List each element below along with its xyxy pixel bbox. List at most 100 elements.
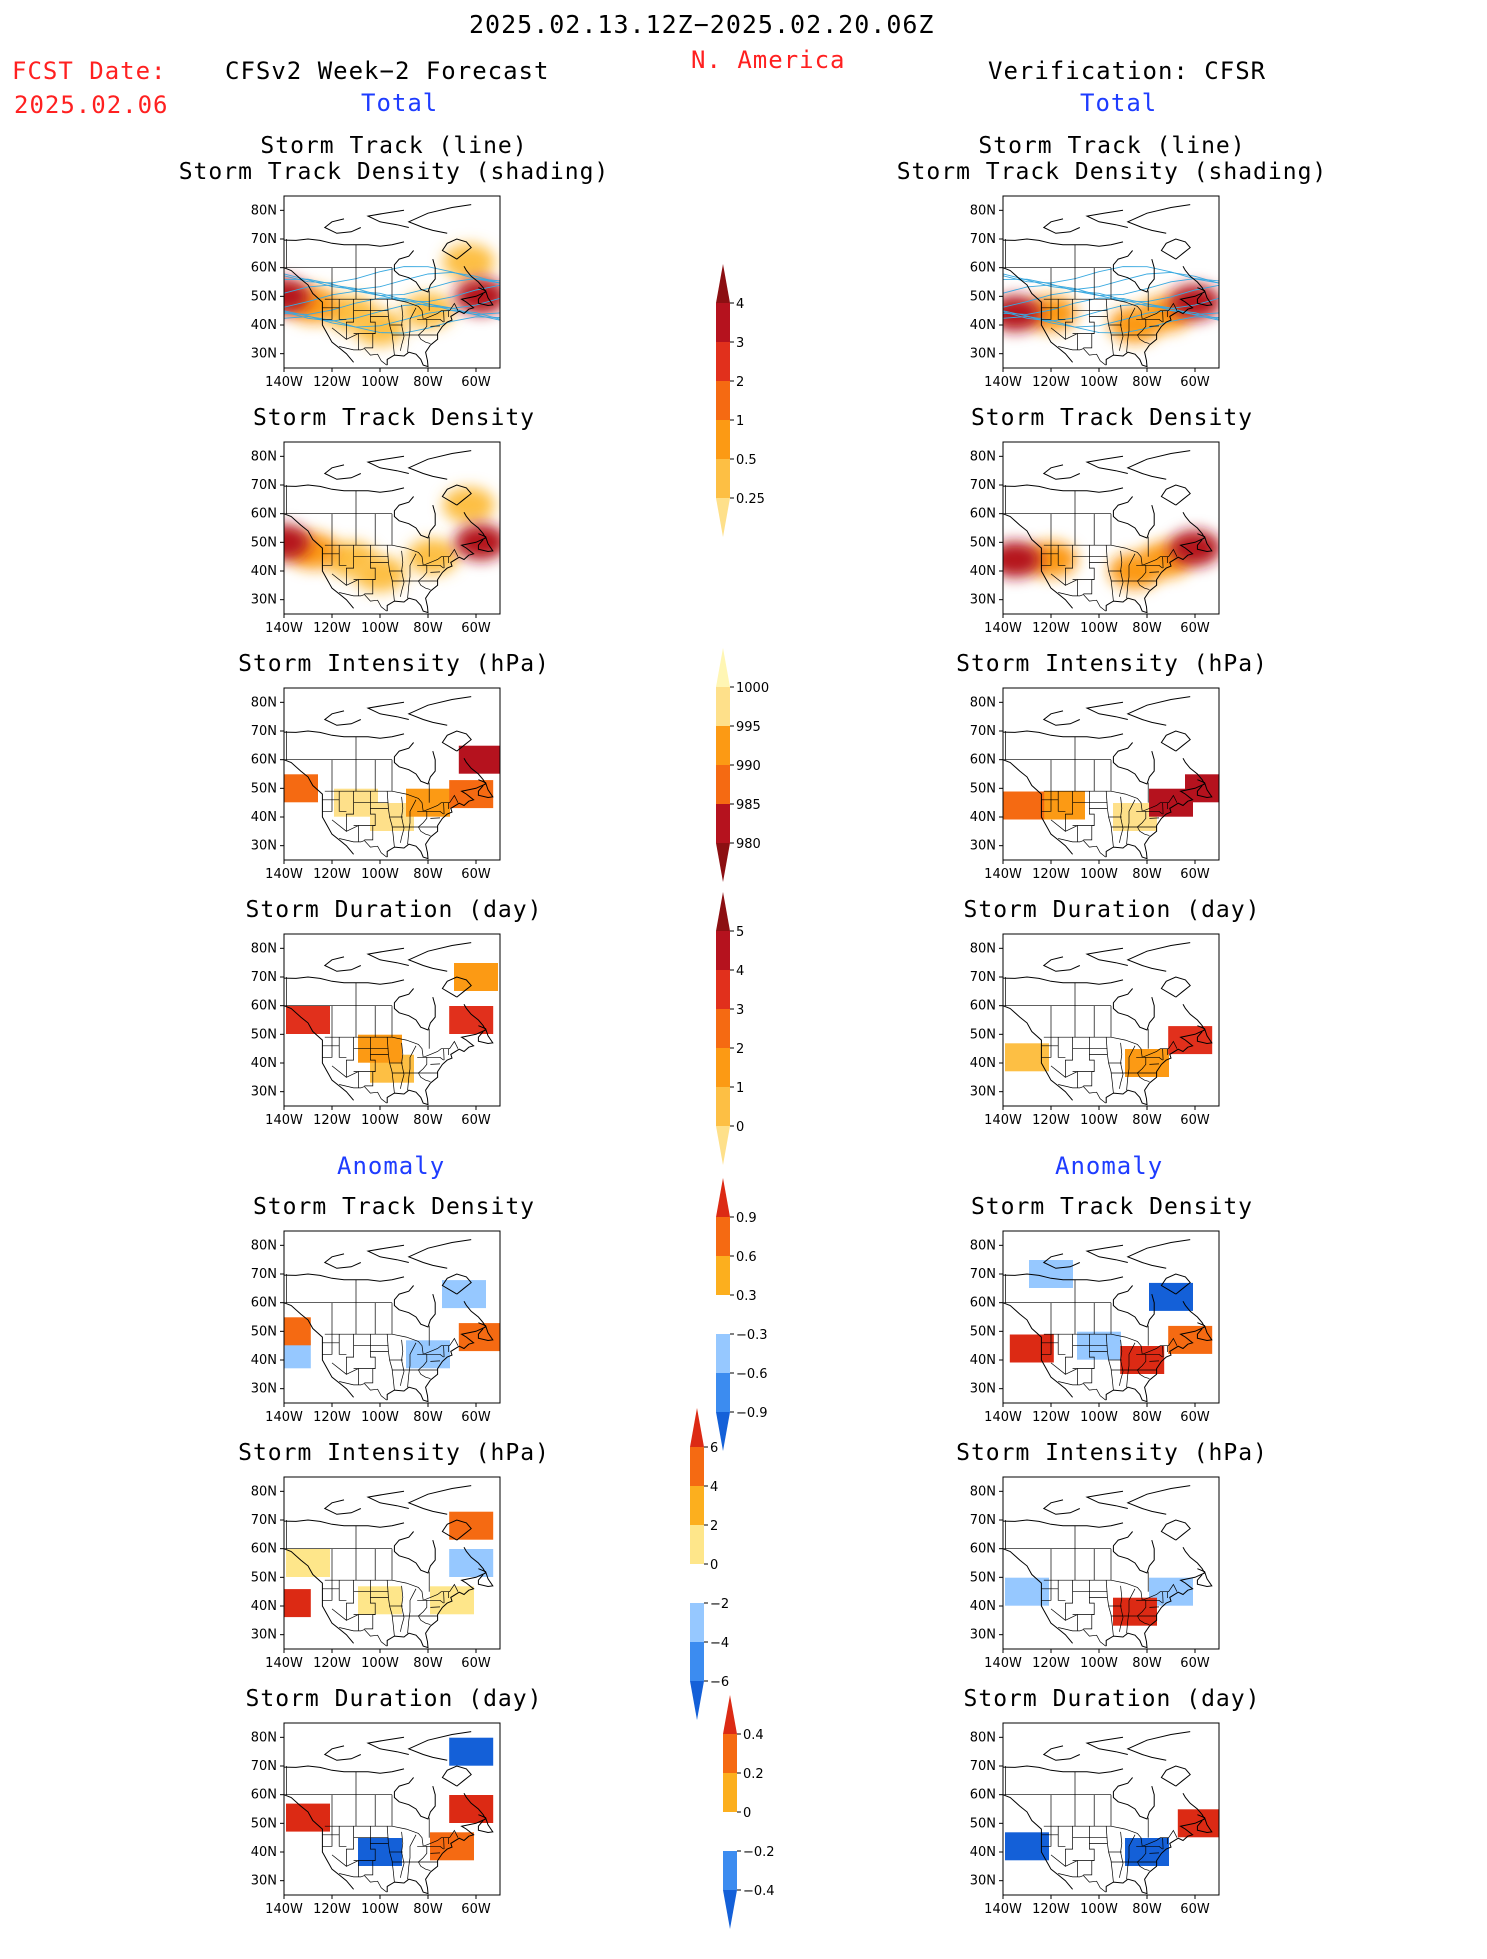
lat-tick-label: 80N (970, 941, 996, 956)
colorbar-label: 1 (736, 414, 744, 429)
boundary-2 (346, 1826, 359, 1877)
fcst-date-label: FCST Date: (12, 57, 167, 85)
boundary-14 (331, 573, 347, 586)
lon-tick-label: 140W (984, 1113, 1022, 1128)
boundary-9 (1057, 1826, 1066, 1847)
lat-tick-label: 50N (251, 1816, 277, 1831)
lat-tick-label: 60N (970, 1788, 996, 1803)
boundary-1 (339, 592, 387, 612)
map-svg: 140W 120W 100W 80W 60W 80N 70N 60N 50N 40N 30N (970, 687, 1220, 882)
coastline-0 (284, 1548, 354, 1644)
lat-tick-label: 80N (970, 1730, 996, 1745)
boundary-20 (443, 556, 445, 569)
coastline-6 (366, 1736, 409, 1755)
verification-column-title: Verification: CFSR (988, 57, 1267, 85)
lon-tick-label: 140W (984, 867, 1022, 882)
boundary-3 (1083, 1826, 1095, 1876)
colorbar-segment-5 (690, 1603, 704, 1642)
boundary-2 (1065, 299, 1078, 350)
coastline-5 (407, 450, 472, 480)
lon-tick-label: 120W (313, 621, 351, 636)
coastline-2 (393, 1531, 436, 1574)
lat-tick-label: 50N (970, 289, 996, 304)
lat-tick-label: 30N (970, 839, 996, 854)
lon-tick-label: 80W (1132, 375, 1162, 390)
boundary-9 (1057, 299, 1066, 320)
boundary-4 (386, 1037, 395, 1094)
coastline-4 (477, 287, 494, 307)
boundary-18 (430, 325, 441, 327)
boundary-6 (1126, 1834, 1136, 1880)
lat-tick-label: 70N (970, 1267, 996, 1282)
colorbar-label: 0 (736, 1120, 744, 1135)
boundary-18 (1149, 1606, 1160, 1608)
boundary-3 (364, 1037, 376, 1087)
lat-tick-label: 50N (251, 1324, 277, 1339)
coastline-0 (1003, 1005, 1073, 1101)
boundary-20 (1162, 556, 1164, 569)
boundary-1 (339, 1627, 387, 1647)
boundary-9 (338, 1334, 347, 1355)
lat-tick-label: 60N (251, 1542, 277, 1557)
boundary-19 (426, 318, 444, 323)
colorbar-label: 0.9 (736, 1211, 757, 1226)
boundary-0 (324, 1333, 459, 1355)
colorbar-segment-7 (690, 1681, 704, 1720)
lon-tick-label: 80W (1132, 1410, 1162, 1425)
lat-tick-label: 60N (970, 1542, 996, 1557)
boundary-5 (1119, 796, 1124, 843)
coastline-7 (323, 464, 362, 480)
shade-cell-3 (449, 1549, 494, 1577)
coastline-6 (366, 209, 409, 228)
colorbar-density-anom: 0.9 0.6 0.3 −0.3 −0.6 −0.9 (716, 1178, 796, 1481)
boundary-2 (1065, 791, 1078, 842)
coastline-0 (284, 267, 354, 363)
lon-tick-label: 140W (265, 1113, 303, 1128)
vf-intensity-anom-title: Storm Intensity (hPa) (956, 1440, 1268, 1466)
boundary-1 (339, 1381, 387, 1401)
boundary-8 (322, 791, 333, 812)
boundary-0 (1043, 1333, 1178, 1355)
lon-tick-label: 60W (1180, 1902, 1210, 1917)
shade-cell-5 (284, 524, 310, 561)
boundary-20 (443, 1591, 445, 1604)
lat-tick-label: 80N (970, 203, 996, 218)
coastline-7 (323, 710, 362, 726)
coastline-4 (477, 1814, 494, 1834)
shade-cell-4 (284, 1317, 311, 1346)
lon-tick-label: 100W (1080, 1410, 1118, 1425)
shade-cell-3 (1003, 541, 1041, 578)
lat-tick-label: 40N (251, 810, 277, 825)
lon-tick-label: 140W (984, 1902, 1022, 1917)
lat-tick-label: 70N (970, 1513, 996, 1528)
lat-tick-label: 60N (970, 261, 996, 276)
boundary-14 (331, 819, 347, 832)
colorbar-segment-5 (716, 1373, 730, 1412)
lon-tick-label: 140W (265, 867, 303, 882)
boundary-8 (1041, 1580, 1052, 1601)
map-panel-fc-duration-anom: 140W 120W 100W 80W 60W 80N 70N 60N 50N 40N 30N (251, 1722, 501, 1917)
boundary-5 (1119, 1339, 1124, 1386)
coastline-3 (1003, 1765, 1124, 1774)
boundary-5 (1119, 1585, 1124, 1632)
colorbar-segment-6 (716, 1412, 730, 1451)
map-svg: 140W 120W 100W 80W 60W 80N 70N 60N 50N 40N 30N (251, 195, 501, 390)
lon-tick-label: 140W (265, 621, 303, 636)
colorbar-label: −6 (710, 1675, 729, 1690)
boundary-3 (1083, 299, 1095, 349)
map-svg: 140W 120W 100W 80W 60W 80N 70N 60N 50N 40N 30N (251, 933, 501, 1128)
lon-tick-label: 100W (361, 621, 399, 636)
colorbar-segment-1 (723, 1734, 737, 1773)
lon-tick-label: 120W (1032, 375, 1070, 390)
boundary-19 (426, 810, 444, 815)
lat-tick-label: 30N (251, 347, 277, 362)
map-panel-fc-intensity-total: 140W 120W 100W 80W 60W 80N 70N 60N 50N 40N 30N (251, 687, 501, 882)
map-svg: 140W 120W 100W 80W 60W 80N 70N 60N 50N 40N 30N (251, 1476, 501, 1671)
coastline-6 (366, 1490, 409, 1509)
shade-cell-1 (1125, 1838, 1169, 1866)
boundary-7 (1136, 1056, 1150, 1082)
boundary-20 (443, 1837, 445, 1850)
coastline-0 (284, 1794, 354, 1890)
lon-tick-label: 80W (413, 867, 443, 882)
boundary-14 (1050, 1362, 1066, 1375)
